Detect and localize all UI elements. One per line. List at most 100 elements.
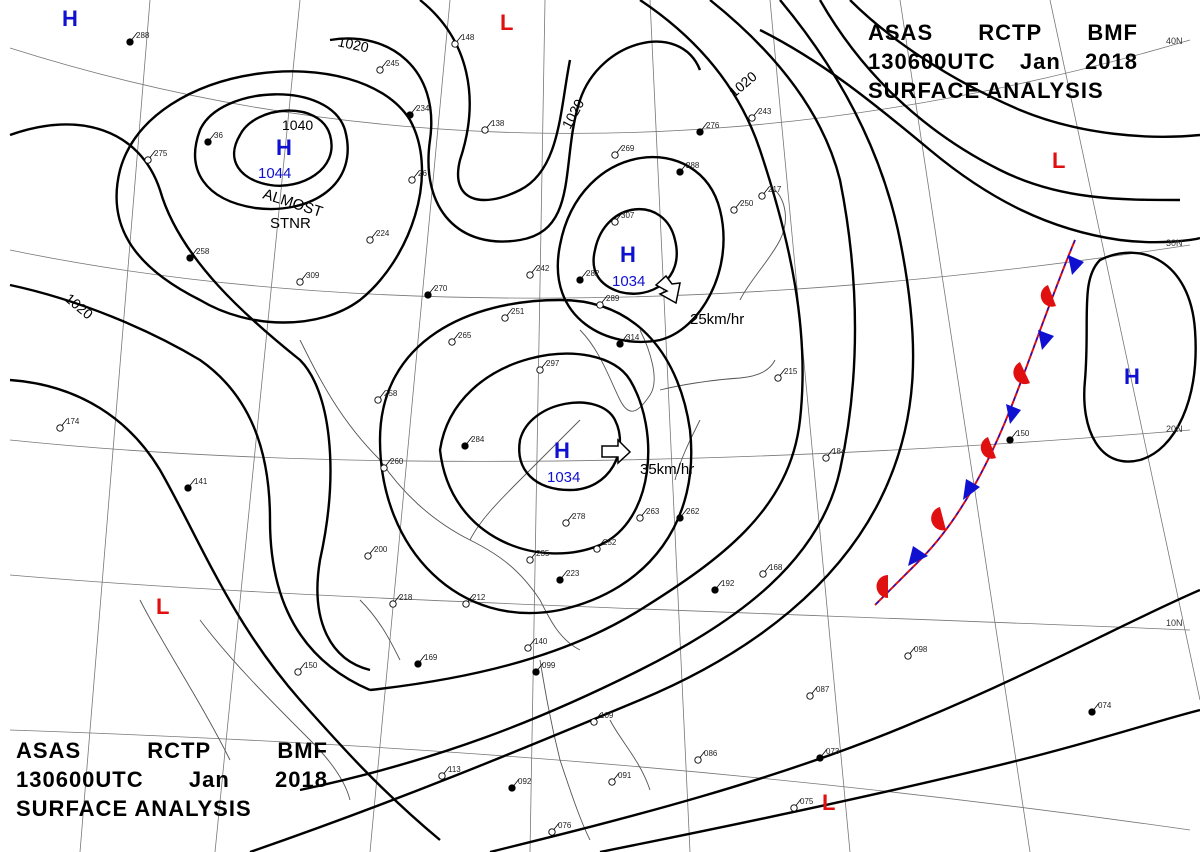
header-code: BMF (277, 738, 328, 763)
station-marker-icon (294, 668, 302, 676)
latitude-label-10n: 10N (1166, 618, 1183, 628)
station-plot: 148 (451, 33, 475, 48)
station-pressure-label: 275 (154, 149, 168, 158)
station-marker-icon (1088, 708, 1096, 716)
station-marker-icon (374, 396, 382, 404)
station-marker-icon (462, 600, 470, 608)
station-pressure-label: 169 (424, 653, 438, 662)
cold-front-triangle (1038, 330, 1054, 350)
station-plot: 184 (822, 447, 846, 462)
station-marker-icon (380, 464, 388, 472)
station-plot: 234 (406, 104, 430, 119)
station-marker-icon (126, 38, 134, 46)
station-plot: 150 (294, 661, 318, 676)
station-plot: 109 (590, 711, 614, 726)
station-plot: 314 (616, 333, 640, 348)
station-marker-icon (556, 576, 564, 584)
station-marker-icon (56, 424, 64, 432)
station-plot: 076 (548, 821, 572, 836)
station-plot: 174 (56, 417, 80, 432)
station-marker-icon (616, 340, 624, 348)
cold-front-triangle (1006, 404, 1021, 424)
station-plot: 263 (636, 507, 660, 522)
station-marker-icon (548, 828, 556, 836)
station-marker-icon (532, 668, 540, 676)
high-pressure-value: 1034 (547, 469, 580, 486)
station-marker-icon (759, 570, 767, 578)
station-pressure-label: 076 (558, 821, 572, 830)
station-plot: 091 (608, 771, 632, 786)
station-pressure-label: 269 (621, 144, 635, 153)
station-marker-icon (204, 138, 212, 146)
isobars (9, 0, 1200, 852)
station-plot: 26 (408, 169, 427, 184)
header-bottom-left: ASAS RCTP BMF 130600UTC Jan 2018 SURFACE… (16, 736, 328, 823)
station-plot: 169 (414, 653, 438, 668)
station-marker-icon (389, 600, 397, 608)
station-plot: 258 (374, 389, 398, 404)
station-marker-icon (676, 514, 684, 522)
station-marker-icon (611, 151, 619, 159)
station-marker-icon (806, 692, 814, 700)
station-plot: 251 (501, 307, 525, 322)
station-plot: 269 (611, 144, 635, 159)
warm-front-semicircle (1040, 285, 1056, 307)
station-pressure-label: 265 (458, 331, 472, 340)
header-title: SURFACE ANALYSIS (16, 796, 252, 821)
station-plot: 307 (611, 211, 635, 226)
station-marker-icon (144, 156, 152, 164)
warm-front-semicircle (980, 437, 996, 459)
latitude-label-group: 40N 30N 20N 10N (1166, 36, 1183, 628)
high-pressure-symbol: H (276, 135, 292, 160)
station-plot: 200 (364, 545, 388, 560)
station-pressure-label: 224 (376, 229, 390, 238)
station-marker-icon (438, 772, 446, 780)
station-marker-icon (904, 652, 912, 660)
station-plot: 288 (126, 31, 150, 46)
station-plots: 288 148 245 234 138 269 276 243 275 36 26 224 258 309… (56, 31, 1112, 836)
station-pressure-label: 252 (603, 538, 617, 547)
station-plot: 243 (748, 107, 772, 122)
station-pressure-label: 138 (491, 119, 505, 128)
station-plot: 168 (759, 563, 783, 578)
station-marker-icon (481, 126, 489, 134)
station-marker-icon (822, 454, 830, 462)
header-line-1: ASAS RCTP BMF (868, 18, 1138, 47)
latitude-lines (9, 39, 1191, 831)
station-plot: 36 (204, 131, 223, 146)
header-year: 2018 (1085, 49, 1138, 74)
station-plot: 282 (576, 269, 600, 284)
header-year: 2018 (275, 767, 328, 792)
station-pressure-label: 297 (546, 359, 560, 368)
station-plot: 278 (562, 512, 586, 527)
station-pressure-label: 109 (600, 711, 614, 720)
station-plot: 218 (389, 593, 413, 608)
station-plot: 074 (1088, 701, 1112, 716)
station-pressure-label: 148 (461, 33, 475, 42)
station-plot: 289 (596, 294, 620, 309)
movement-speed-label: 25km/hr (690, 311, 744, 328)
station-marker-icon (694, 756, 702, 764)
station-pressure-label: 074 (1098, 701, 1112, 710)
station-plot: 217 (758, 185, 782, 200)
station-marker-icon (461, 442, 469, 450)
header-office: ASAS (868, 20, 934, 45)
almost-stnr-label: STNR (270, 215, 311, 232)
station-plot: 250 (730, 199, 754, 214)
station-marker-icon (366, 236, 374, 244)
station-marker-icon (501, 314, 509, 322)
station-pressure-label: 140 (534, 637, 548, 646)
station-plot: 224 (366, 229, 390, 244)
station-plot: 073 (816, 747, 840, 762)
station-pressure-label: 092 (518, 777, 532, 786)
low-pressure-symbol: L (1052, 148, 1065, 173)
station-marker-icon (408, 176, 416, 184)
station-pressure-label: 309 (306, 271, 320, 280)
low-pressure-symbol: L (156, 594, 169, 619)
station-pressure-label: 141 (194, 477, 208, 486)
station-pressure-label: 288 (136, 31, 150, 40)
header-line-2: 130600UTC Jan 2018 (868, 47, 1138, 76)
station-pressure-label: 212 (472, 593, 486, 602)
station-plot: 075 (790, 797, 814, 812)
